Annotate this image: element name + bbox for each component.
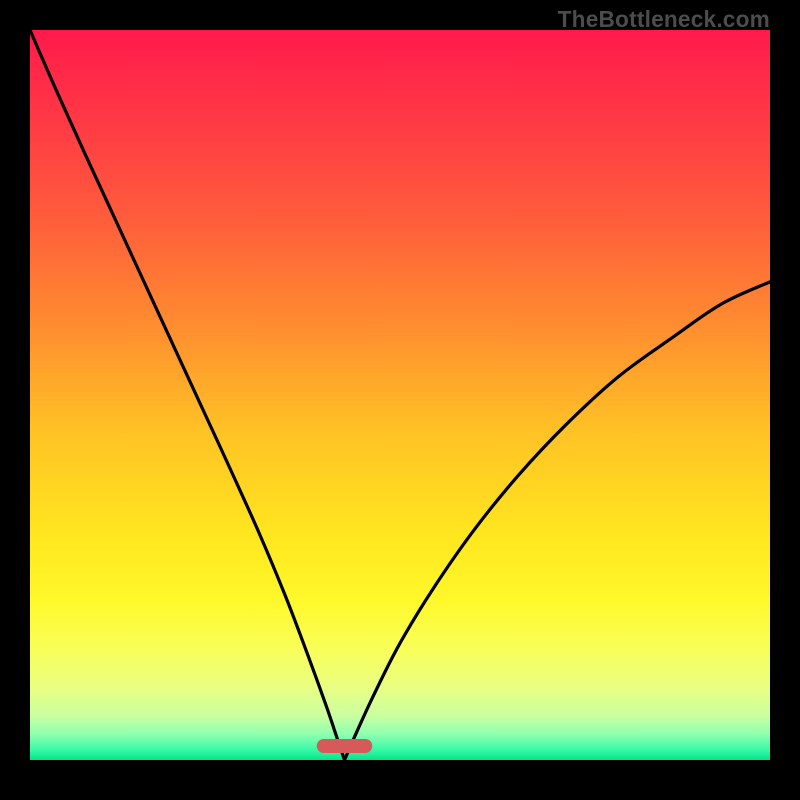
plot-area [30, 30, 770, 760]
plot-svg [30, 30, 770, 760]
chart-frame: TheBottleneck.com [0, 0, 800, 800]
gradient-background [30, 30, 770, 760]
watermark-text: TheBottleneck.com [558, 6, 770, 33]
cusp-marker [317, 739, 373, 753]
